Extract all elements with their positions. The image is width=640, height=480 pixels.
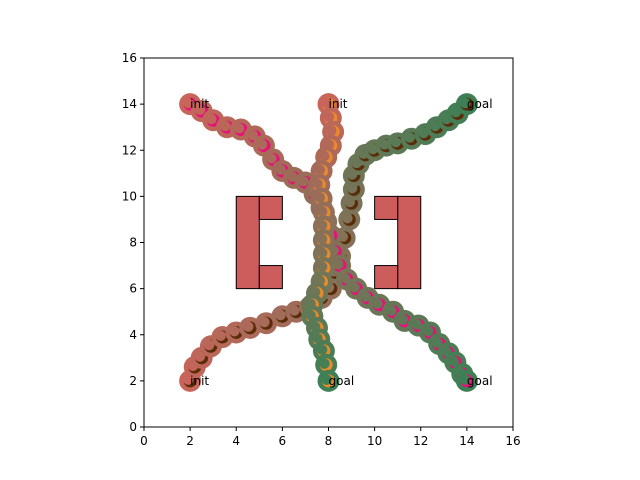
marker-crescent	[316, 247, 328, 259]
marker-crescent	[194, 351, 206, 362]
marker-crescent	[349, 282, 360, 293]
obstacle	[374, 265, 399, 290]
obstacle	[258, 265, 283, 290]
annotation-goal: goal	[467, 374, 493, 388]
marker-crescent	[215, 330, 226, 342]
annotation-init: init	[329, 97, 348, 111]
marker-crescent	[316, 219, 328, 231]
x-tick-label: 2	[186, 434, 194, 448]
marker-crescent	[339, 273, 351, 284]
y-tick-label: 10	[122, 189, 137, 203]
marker-crescent	[316, 206, 328, 217]
trajectory-3-point	[315, 353, 338, 376]
y-tick-label: 0	[129, 420, 137, 434]
marker-crescent	[326, 125, 337, 136]
marker-crescent	[203, 339, 215, 351]
marker-crescent	[286, 171, 298, 182]
marker-crescent	[220, 120, 231, 132]
marker-crescent	[432, 337, 443, 348]
x-tick-label: 0	[140, 434, 148, 448]
marker-crescent	[390, 136, 402, 148]
marker-crescent	[459, 374, 471, 385]
marker-crescent	[314, 192, 325, 203]
marker-crescent	[321, 97, 332, 109]
x-tick-label: 4	[232, 434, 240, 448]
marker-crescent	[183, 97, 194, 109]
trajectory-2-point	[455, 369, 478, 392]
obstacle	[397, 195, 422, 290]
marker-crescent	[275, 164, 286, 176]
y-tick-label: 6	[129, 282, 137, 296]
obstacle	[235, 195, 260, 290]
annotation-init: init	[190, 374, 209, 388]
x-axis: 0 2 4 6 8 10 12 14 16	[140, 427, 521, 448]
marker-crescent	[316, 233, 328, 245]
y-tick-label: 14	[122, 97, 137, 111]
marker-crescent	[256, 139, 268, 150]
marker-crescent	[312, 178, 323, 189]
x-tick-label: 14	[459, 434, 474, 448]
annotation-goal: goal	[329, 374, 355, 388]
y-axis: 0 2 4 6 8 10 12 14 16	[122, 51, 144, 434]
marker-crescent	[243, 321, 254, 332]
marker-crescent	[448, 356, 459, 367]
y-tick-label: 16	[122, 51, 137, 65]
marker-crescent	[321, 374, 332, 385]
x-tick-label: 16	[505, 434, 520, 448]
trajectory-1-point	[455, 93, 478, 116]
marker-crescent	[229, 326, 240, 337]
marker-crescent	[422, 326, 434, 337]
annotations: init init goal init goal goal	[190, 97, 492, 388]
marker-crescent	[386, 305, 397, 316]
marker-crescent	[233, 123, 245, 134]
x-tick-label: 10	[367, 434, 382, 448]
marker-crescent	[289, 305, 300, 316]
trajectory-2-point	[229, 118, 252, 141]
marker-crescent	[418, 127, 429, 139]
y-tick-label: 12	[122, 143, 137, 157]
annotation-goal: goal	[467, 97, 493, 111]
marker-crescent	[206, 113, 217, 125]
y-tick-label: 2	[129, 374, 137, 388]
obstacle	[374, 195, 399, 220]
marker-crescent	[360, 291, 372, 302]
marker-crescent	[266, 153, 277, 164]
marker-crescent	[342, 213, 353, 224]
marker-crescent	[259, 316, 270, 328]
marker-crescent	[404, 132, 415, 143]
marker-crescent	[323, 111, 335, 122]
marker-crescent	[319, 358, 330, 369]
trajectory-markers	[179, 93, 478, 392]
marker-crescent	[319, 150, 330, 162]
marker-crescent	[247, 130, 259, 141]
marker-crescent	[298, 176, 309, 187]
y-tick-label: 4	[129, 328, 137, 342]
marker-crescent	[429, 120, 441, 132]
annotation-init: init	[190, 97, 209, 111]
marker-crescent	[275, 309, 286, 321]
marker-crescent	[459, 97, 471, 109]
marker-crescent	[333, 259, 344, 270]
x-tick-label: 12	[413, 434, 428, 448]
y-tick-label: 8	[129, 236, 137, 250]
marker-crescent	[316, 261, 328, 272]
trajectory-1-point	[338, 208, 361, 231]
obstacle	[258, 195, 283, 220]
marker-crescent	[194, 104, 206, 116]
x-tick-label: 8	[325, 434, 333, 448]
x-tick-label: 6	[279, 434, 287, 448]
marker-crescent	[372, 298, 383, 309]
trajectory-3-point	[317, 369, 340, 392]
marker-crescent	[316, 344, 328, 355]
obstacles	[235, 195, 422, 290]
marker-crescent	[411, 319, 422, 330]
marker-crescent	[314, 164, 325, 176]
marker-crescent	[397, 314, 409, 325]
